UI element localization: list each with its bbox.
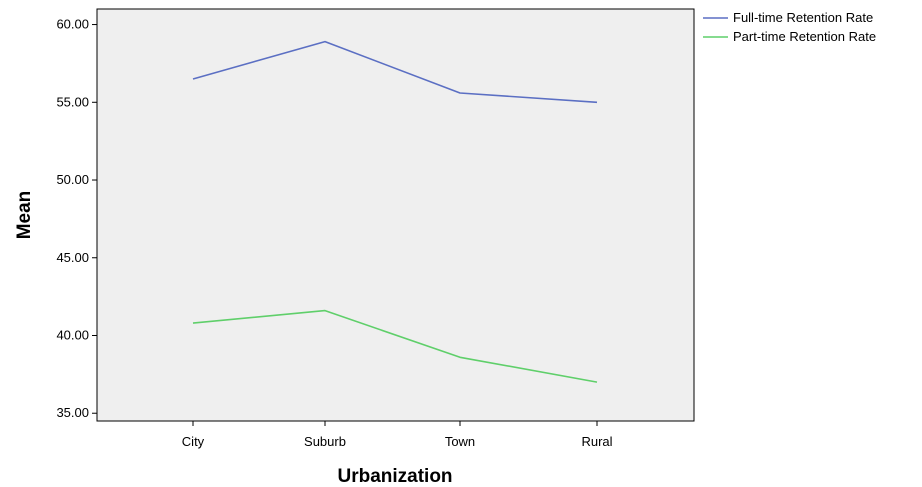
legend: Full-time Retention Rate Part-time Retent…	[703, 10, 876, 44]
y-tick-label: 55.00	[56, 94, 89, 109]
legend-label: Full-time Retention Rate	[733, 10, 873, 25]
x-tick-label: Rural	[581, 434, 612, 449]
x-axis: City Suburb Town Rural	[182, 421, 613, 449]
y-tick-label: 35.00	[56, 405, 89, 420]
x-axis-title: Urbanization	[337, 466, 452, 487]
plot-area	[96, 8, 695, 422]
series-layer	[192, 40, 598, 383]
legend-label: Part-time Retention Rate	[733, 29, 876, 44]
y-axis-title: Mean	[14, 191, 35, 240]
y-tick-label: 45.00	[56, 250, 89, 265]
y-tick-label: 40.00	[56, 327, 89, 342]
x-tick-label: City	[182, 434, 205, 449]
y-tick-label: 60.00	[56, 17, 89, 32]
y-axis: 35.00 40.00 45.00 50.00 55.00 60.00	[56, 17, 97, 420]
series-line-part-time	[192, 309, 598, 383]
x-tick-label: Suburb	[304, 434, 346, 449]
x-tick-label: Town	[445, 434, 475, 449]
series-line-full-time	[192, 40, 598, 104]
y-tick-label: 50.00	[56, 172, 89, 187]
